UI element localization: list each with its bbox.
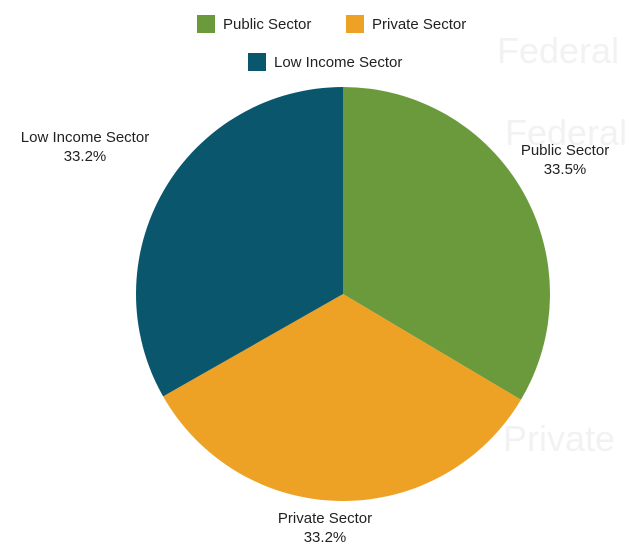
slice-label-value: 33.2% [303, 529, 347, 546]
legend-item-low-income-sector: Low Income Sector [248, 53, 402, 71]
slice-label-name: Low Income Sector [20, 129, 150, 146]
pie-slice-low-income-sector [136, 87, 343, 397]
legend-item-private-sector: Private Sector [346, 15, 466, 33]
pie-slice-public-sector [343, 87, 551, 400]
slice-label-private-sector: Private Sector 33.2% [255, 509, 395, 547]
legend-item-public-sector: Public Sector [197, 15, 311, 33]
legend-label: Private Sector [372, 15, 467, 33]
legend-swatch [346, 15, 364, 33]
watermark-text: Federal [497, 30, 620, 71]
slice-label-value: 33.2% [63, 148, 107, 165]
slice-label-name: Public Sector [520, 142, 610, 159]
slice-label-value: 33.5% [543, 161, 587, 178]
legend-swatch [248, 53, 266, 71]
slice-label-name: Private Sector [277, 510, 373, 527]
legend-label: Public Sector [223, 15, 312, 33]
watermark-text: Federal [505, 112, 628, 153]
watermark-text: Private [503, 418, 616, 459]
legend-label: Low Income Sector [274, 53, 403, 71]
slice-label-public-sector: Public Sector 33.5% [510, 141, 620, 179]
legend-swatch [197, 15, 215, 33]
pie-slice-private-sector [163, 294, 521, 501]
slice-label-low-income-sector: Low Income Sector 33.2% [5, 128, 165, 166]
